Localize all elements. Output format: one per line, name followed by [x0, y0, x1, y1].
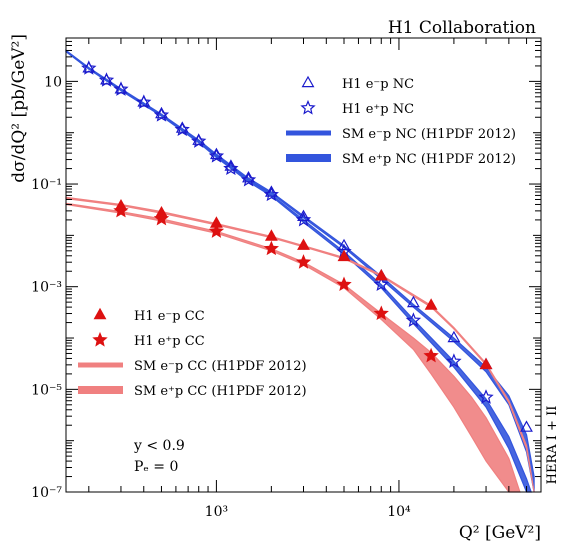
legend-cc: H1 e⁻p CC H1 e⁺p CC SM e⁻p CC (H1PDF 2012)…: [78, 307, 307, 399]
chart-title: H1 Collaboration: [388, 18, 536, 38]
model-band: [65, 196, 535, 493]
x-axis-label: Q² [GeV²]: [459, 523, 541, 543]
y-tick-label: 10⁻⁷: [31, 485, 62, 501]
data-point: [223, 160, 239, 176]
data-point: [264, 229, 278, 241]
model-band: [65, 49, 533, 493]
annotation-polarisation: Pₑ = 0: [134, 459, 178, 475]
legend-label: H1 e⁻p NC: [342, 77, 414, 92]
data-point: [479, 357, 493, 370]
data-point: [174, 121, 190, 137]
data-point: [295, 211, 312, 227]
model-bands: [65, 49, 535, 493]
legend-label: H1 e⁻p CC: [134, 309, 205, 324]
x-tick-label: 10⁴: [387, 504, 411, 520]
data-point: [113, 81, 129, 96]
data-point: [208, 148, 225, 163]
data-point: [153, 107, 170, 122]
model-band: [65, 49, 535, 493]
y-tick-label: 10: [44, 74, 62, 90]
data-point: [337, 249, 351, 262]
y-tick-label: 10⁻³: [31, 280, 62, 296]
data-point: [337, 238, 351, 251]
legend-swatch: [78, 386, 123, 394]
data-point: [446, 353, 462, 368]
y-tick-label: 10⁻⁵: [31, 382, 62, 398]
tick-labels: 10³ 10⁴ 10 10⁻¹ 10⁻³ 10⁻⁵ 10⁻⁷: [31, 74, 411, 520]
data-point: [405, 312, 422, 327]
data-point: [478, 389, 494, 404]
data-point: [336, 276, 352, 292]
legend-label: SM e⁺p CC (H1PDF 2012): [134, 384, 307, 399]
legend-label: SM e⁻p NC (H1PDF 2012): [342, 127, 516, 142]
data-point: [98, 72, 115, 87]
data-point: [374, 268, 388, 281]
data-point: [93, 307, 107, 320]
data-point: [191, 133, 207, 148]
y-tick-label: 10⁻¹: [31, 177, 62, 193]
legend-swatch: [286, 130, 331, 136]
x-tick-label: 10³: [205, 504, 228, 520]
legend-label: SM e⁺p NC (H1PDF 2012): [342, 152, 516, 167]
legend-nc: H1 e⁻p NC H1 e⁺p NC SM e⁻p NC (H1PDF 2012)…: [286, 75, 516, 167]
hera-side-label: HERA I + II: [545, 406, 560, 485]
data-point: [406, 295, 420, 308]
data-point: [264, 185, 278, 197]
axis-ticks: [66, 37, 542, 493]
data-point: [242, 170, 255, 183]
legend-label: H1 e⁺p NC: [342, 102, 414, 117]
data-point: [136, 94, 152, 109]
data-point: [300, 99, 316, 115]
annotation-y-cut: y < 0.9: [133, 438, 185, 454]
data-point: [240, 171, 257, 187]
data-point: [153, 210, 170, 226]
data-point: [81, 60, 97, 75]
data-point: [297, 209, 310, 221]
data-point: [424, 298, 438, 310]
data-point: [92, 331, 108, 347]
data-point: [263, 240, 279, 256]
data-point: [263, 186, 279, 202]
legend-label: H1 e⁺p CC: [134, 334, 205, 349]
data-point: [520, 420, 533, 432]
data-point: [373, 276, 389, 292]
data-point: [373, 305, 389, 321]
data-points: [81, 60, 533, 432]
data-point: [301, 75, 315, 88]
data-point: [423, 347, 439, 363]
data-point: [447, 330, 461, 343]
data-point: [224, 159, 238, 171]
legend-swatch: [286, 154, 331, 162]
legend-swatch: [78, 362, 123, 368]
y-axis-label: dσ/dQ² [pb/GeV²]: [9, 34, 29, 183]
data-point: [208, 223, 225, 238]
data-point: [297, 238, 310, 250]
legend-label: SM e⁻p CC (H1PDF 2012): [134, 359, 307, 374]
data-point: [295, 254, 312, 269]
data-point: [113, 202, 129, 218]
